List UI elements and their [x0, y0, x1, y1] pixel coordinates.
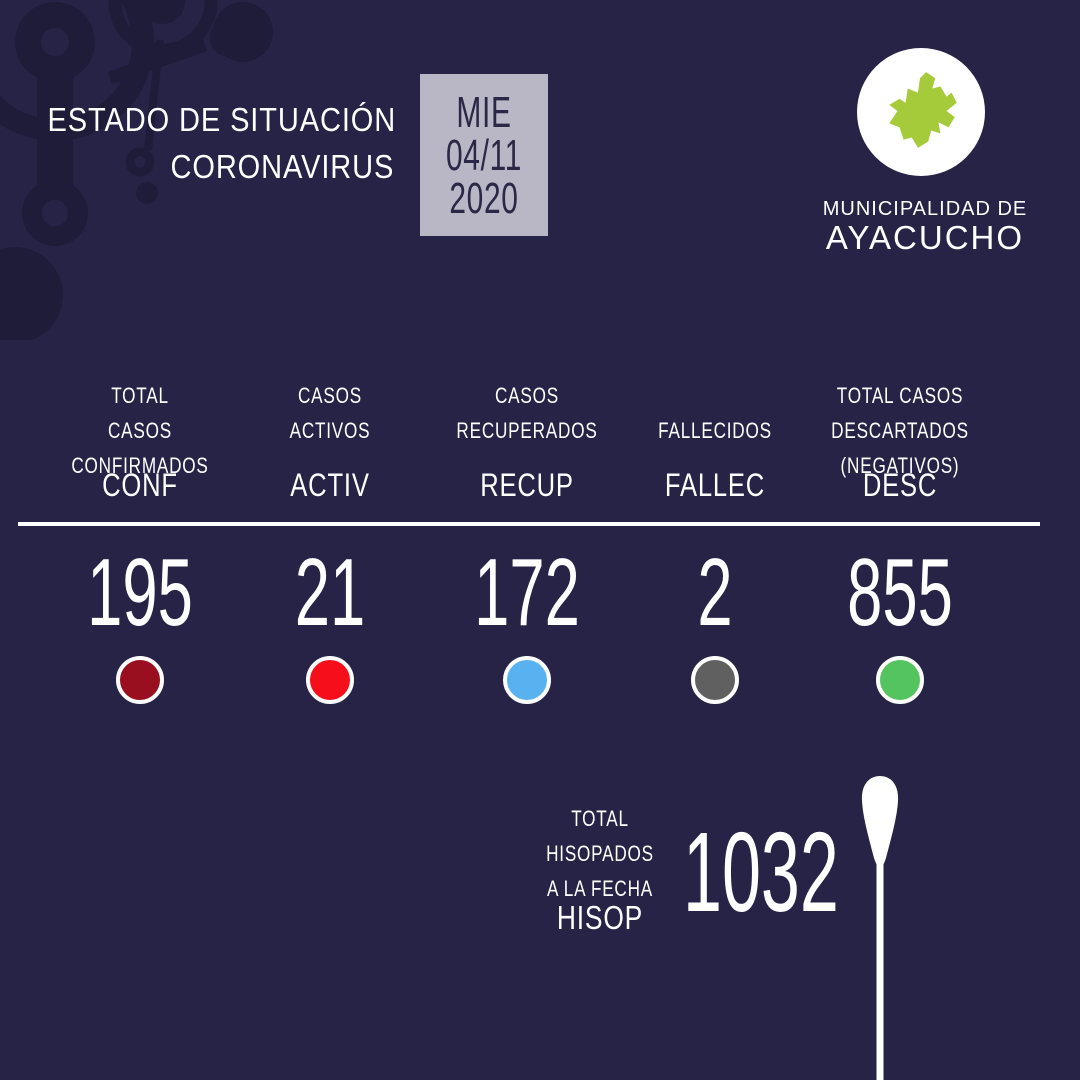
stat-value: 172: [474, 539, 580, 646]
status-dot-descartados: [876, 656, 924, 704]
molecule-decoration-icon: [0, 0, 273, 340]
stat-abbr: RECUP: [480, 467, 574, 503]
swab-total-value: 1032: [683, 809, 839, 935]
date-weekday: MIE: [456, 87, 512, 137]
status-dot-confirmados: [116, 656, 164, 704]
swab-total-label: TOTAL HISOPADOS A LA FECHA: [546, 806, 654, 901]
stat-abbr: DESC: [862, 467, 938, 503]
status-dot-fallecidos: [691, 656, 739, 704]
status-dot-recuperados: [503, 656, 551, 704]
date-year: 2020: [449, 173, 519, 223]
swab-total-abbr: HISOP: [556, 899, 644, 936]
title-line-2: CORONAVIRUS: [170, 148, 394, 185]
stat-value: 855: [847, 539, 953, 646]
stat-abbr: ACTIV: [290, 467, 370, 503]
logo-org-line-1: MUNICIPALIDAD DE: [822, 198, 1028, 220]
stat-column-descartados: TOTAL CASOS DESCARTADOS (NEGATIVOS) DESC…: [780, 378, 1020, 718]
stat-column-fallecidos: FALLECIDOS FALLEC 2: [595, 378, 835, 718]
logo-wordmark: MUNICIPALIDAD DE AYACUCHO: [795, 197, 1055, 255]
ayacucho-map-icon: [889, 72, 957, 148]
stat-column-activos: CASOS ACTIVOS ACTIV 21: [210, 378, 450, 718]
cotton-swab-icon: [861, 776, 899, 1080]
stat-value: 195: [87, 539, 193, 646]
logo-circle: [857, 48, 985, 176]
logo-org-line-2: AYACUCHO: [825, 219, 1025, 256]
stat-label: TOTAL CASOS CONFIRMADOS: [71, 383, 209, 478]
stat-abbr: FALLEC: [664, 467, 766, 503]
stat-label: CASOS ACTIVOS: [289, 383, 371, 443]
stat-column-recuperados: CASOS RECUPERADOS RECUP 172: [407, 378, 647, 718]
stat-abbr: CONF: [102, 467, 178, 503]
date-daymonth: 04/11: [445, 130, 523, 180]
title-line-1: ESTADO DE SITUACIÓN: [47, 101, 397, 138]
date-box: MIE 04/11 2020: [420, 74, 548, 236]
stat-value: 2: [697, 539, 733, 646]
header-divider: [18, 522, 1040, 526]
status-dot-activos: [306, 656, 354, 704]
page-title: ESTADO DE SITUACIÓN CORONAVIRUS: [0, 96, 397, 190]
stat-column-confirmados: TOTAL CASOS CONFIRMADOS CONF 195: [20, 378, 260, 718]
stat-label: FALLECIDOS: [658, 418, 772, 443]
stat-label: CASOS RECUPERADOS: [456, 383, 598, 443]
stat-label: TOTAL CASOS DESCARTADOS (NEGATIVOS): [831, 383, 969, 478]
stat-value: 21: [294, 539, 366, 646]
